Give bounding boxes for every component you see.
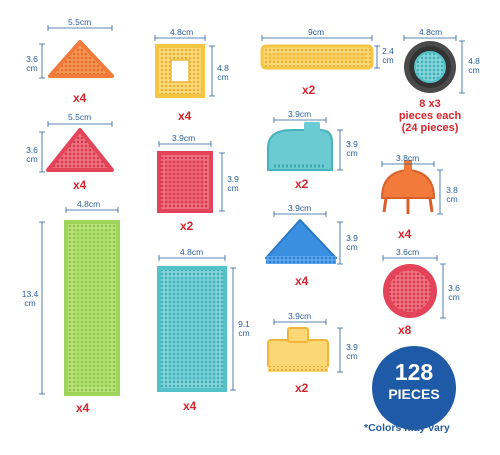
yellow-bar-height: 2.4 cm (380, 47, 396, 65)
yellow-connector-piece (267, 327, 329, 372)
height-unit: cm (446, 193, 458, 204)
blue-roof-piece (265, 219, 337, 264)
blue-roof-height: 3.9 cm (344, 234, 360, 252)
teal-rect-width: 4.8cm (180, 247, 204, 257)
dimension-lines (39, 25, 465, 395)
height-unit: cm (26, 153, 38, 164)
height-value: 3.8 (446, 185, 458, 195)
height-value: 2.4 (382, 46, 394, 56)
height-unit: cm (26, 62, 38, 73)
height-unit: cm (468, 64, 480, 75)
teal-rect-height: 9.1 cm (236, 320, 252, 338)
red-square-height: 3.9 cm (225, 175, 241, 193)
red-round-qty: x8 (398, 323, 412, 337)
yellow-connector-qty: x2 (295, 381, 309, 395)
green-rect-qty: x4 (76, 401, 90, 415)
teal-rect-qty: x4 (183, 399, 197, 413)
piece-count-label: PIECES (388, 386, 440, 402)
yellow-connector-width: 3.9cm (288, 311, 312, 321)
teal-arch-qty: x2 (295, 177, 309, 191)
yellow-long-bar-piece (260, 44, 374, 70)
red-triangle-qty: x4 (73, 178, 87, 192)
red-triangle-height: 3.6 cm (24, 146, 40, 164)
height-value: 4.8 (468, 56, 480, 66)
colors-may-vary-note: *Colors may vary (364, 422, 450, 434)
green-long-rectangle-piece (64, 220, 120, 396)
teal-arch-piece (267, 122, 333, 171)
orange-dome-piece (380, 160, 436, 214)
height-unit: cm (346, 241, 358, 252)
green-rect-height: 13.4 cm (21, 290, 39, 308)
height-value: 3.6 (26, 54, 38, 64)
green-rect-width: 4.8cm (77, 199, 101, 209)
yellow-square-frame-piece (155, 44, 205, 98)
orange-dome-width: 3.8cm (396, 153, 420, 163)
height-unit: cm (448, 291, 460, 302)
orange-triangle-width: 5.5cm (68, 17, 92, 27)
red-round-width: 3.6cm (396, 247, 420, 257)
height-value: 3.6 (26, 145, 38, 155)
height-unit: cm (217, 71, 229, 82)
height-unit: cm (238, 327, 250, 338)
wheel-note: 8 x3 pieces each (24 pieces) (380, 98, 480, 134)
height-unit: cm (24, 297, 36, 308)
yellow-square-height: 4.8 cm (215, 64, 231, 82)
height-value: 3.9 (346, 139, 358, 149)
height-value: 13.4 (21, 289, 39, 299)
red-square-piece (157, 151, 213, 213)
height-value: 3.6 (448, 283, 460, 293)
piece-count-badge: 128 PIECES (372, 346, 456, 430)
yellow-square-width: 4.8cm (170, 27, 194, 37)
orange-dome-height: 3.8 cm (444, 186, 460, 204)
yellow-square-qty: x4 (178, 109, 192, 123)
height-value: 9.1 (238, 319, 250, 329)
teal-arch-width: 3.9cm (288, 109, 312, 119)
blue-roof-qty: x4 (295, 274, 309, 288)
yellow-bar-width: 9cm (308, 27, 325, 37)
wheel-note-line3: (24 pieces) (401, 122, 459, 135)
height-value: 3.9 (346, 233, 358, 243)
yellow-connector-height: 3.9 cm (344, 343, 360, 361)
red-triangle-piece (46, 128, 114, 172)
red-triangle-width: 5.5cm (68, 112, 92, 122)
wheel-piece (404, 41, 456, 93)
orange-triangle-height: 3.6 cm (24, 55, 40, 73)
orange-triangle-qty: x4 (73, 91, 87, 105)
wheel-note-line1: 8 x3 (419, 98, 441, 110)
height-value: 3.9 (227, 174, 239, 184)
height-value: 4.8 (217, 63, 229, 73)
piece-count-number: 128 (394, 359, 434, 385)
height-unit: cm (346, 350, 358, 361)
red-round-piece (383, 264, 437, 318)
orange-triangle-piece (48, 40, 114, 78)
red-square-qty: x2 (180, 219, 194, 233)
wheel-height: 4.8 cm (466, 57, 482, 75)
teal-tall-rectangle-piece (157, 266, 227, 392)
wheel-note-line2: pieces each (398, 110, 462, 123)
wheel-width: 4.8cm (419, 27, 443, 37)
height-unit: cm (346, 147, 358, 158)
height-value: 3.9 (346, 342, 358, 352)
teal-arch-height: 3.9 cm (344, 140, 360, 158)
red-square-width: 3.9cm (172, 133, 196, 143)
yellow-bar-qty: x2 (302, 83, 316, 97)
red-round-height: 3.6 cm (446, 284, 462, 302)
height-unit: cm (382, 54, 394, 65)
blue-roof-width: 3.9cm (288, 203, 312, 213)
height-unit: cm (227, 182, 239, 193)
orange-dome-qty: x4 (398, 227, 412, 241)
